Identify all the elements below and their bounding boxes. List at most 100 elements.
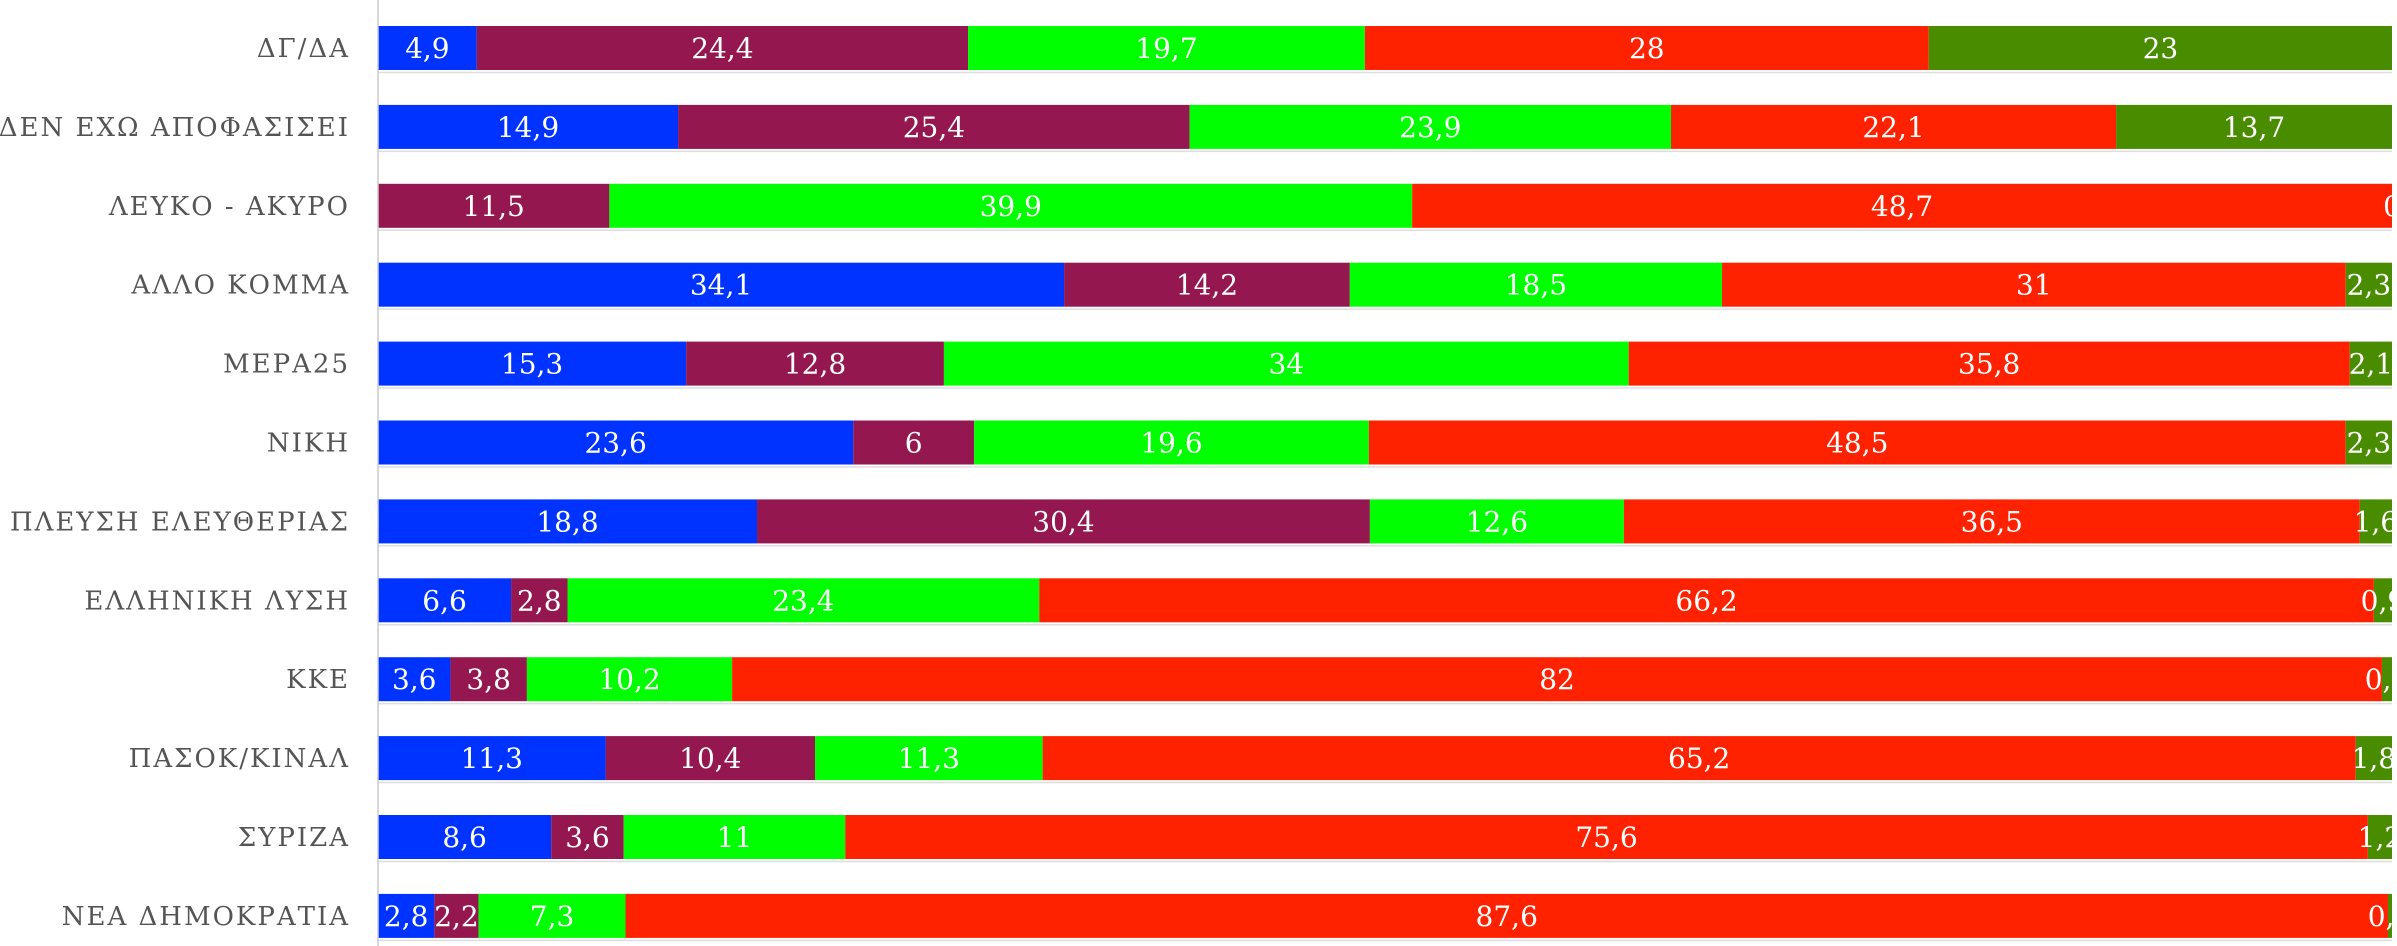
bar-segment [378, 499, 758, 544]
bar-segment [378, 578, 512, 623]
data-label: 1,6 [2354, 505, 2397, 538]
bar-segment [2373, 578, 2392, 623]
bar-segment [609, 183, 1413, 228]
data-label: 35,8 [1958, 348, 2020, 381]
bar-segment [678, 104, 1190, 149]
data-label: 11,5 [463, 190, 525, 223]
data-label: 3,6 [565, 821, 610, 854]
data-label: 0,9 [2361, 584, 2397, 617]
bar-segment [686, 341, 944, 386]
bar-segment [567, 578, 1040, 623]
bar-segment [378, 893, 435, 938]
data-label: 24,4 [691, 32, 753, 65]
bar-segment [2381, 657, 2392, 702]
bar-segment [845, 815, 2368, 859]
data-label: 36,5 [1961, 505, 2023, 538]
bar-segment [1670, 104, 2117, 149]
bar-segment [623, 815, 846, 859]
bar-segment [378, 420, 854, 465]
data-label: 34,1 [690, 269, 752, 302]
bar-segment [1722, 262, 2346, 307]
data-label: 2,2 [434, 900, 479, 933]
data-label: 6,6 [422, 584, 467, 617]
grid-lines [378, 71, 2392, 942]
data-label: 23,9 [1399, 111, 1461, 144]
category-label: ΔΕΝ ΕΧΩ ΑΠΟΦΑΣΙΣΕΙ [0, 113, 350, 143]
data-label: 75,6 [1575, 821, 1637, 854]
data-label: 18,5 [1505, 269, 1567, 302]
bar-segment [511, 578, 568, 623]
bar-segment [1189, 104, 1671, 149]
category-label: ΚΚΕ [286, 665, 350, 695]
data-label: 12,6 [1466, 505, 1528, 538]
bar-segment [378, 262, 1065, 307]
data-label: 4,9 [405, 32, 450, 65]
bar-segment [1368, 420, 2346, 465]
bar-segment [526, 657, 733, 702]
bar-segment [732, 657, 2382, 702]
data-label: 2,3 [2347, 269, 2392, 302]
bar-segment [1349, 262, 1723, 307]
data-label: 87,6 [1476, 900, 1538, 933]
data-label: 11 [717, 821, 753, 854]
bar-segment [2345, 420, 2392, 465]
data-label: 0 [2383, 190, 2397, 223]
data-label: 1,2 [2358, 821, 2397, 854]
data-label: 0,2 [2368, 900, 2397, 933]
data-label: 12,8 [784, 348, 846, 381]
bars: 4,9 24,4 19,7 28 23 14,9 25,4 23,9 22,1 13,7 0 11,5… [369, 26, 2397, 938]
bar-segment [1412, 183, 2392, 228]
data-label: 15,3 [501, 348, 563, 381]
data-label: 39,9 [980, 190, 1042, 223]
data-label: 34 [1268, 348, 1304, 381]
data-label: 2,8 [517, 584, 562, 617]
bar-segment [1042, 736, 2356, 781]
category-label: ΣΥΡΙΖΑ [238, 823, 350, 853]
bar-segment [476, 26, 969, 70]
bar-segment [625, 893, 2388, 938]
bar-segment [1064, 262, 1350, 307]
bar-segment [478, 893, 626, 938]
data-label: 3,8 [466, 663, 511, 696]
category-label: ΛΕΥΚΟ - ΑΚΥΡΟ [108, 192, 350, 222]
bar-segment [378, 104, 679, 149]
bar-segment [2116, 104, 2392, 149]
bar-segment [1364, 26, 1929, 70]
category-label: ΠΑΣΟΚ/ΚΙΝΑΛ [129, 744, 350, 774]
data-label: 14,2 [1176, 269, 1238, 302]
data-label: 18,8 [536, 505, 598, 538]
bar-segment [853, 420, 975, 465]
bar-segment [943, 341, 1629, 386]
bar-segment [2349, 341, 2392, 386]
data-label: 10,4 [679, 742, 741, 775]
bar-segment [605, 736, 816, 781]
data-label: 14,9 [497, 111, 559, 144]
data-label: 6 [905, 427, 923, 460]
category-label: ΔΓ/ΔΑ [257, 34, 350, 64]
bar-segment [1628, 341, 2350, 386]
data-label: 2,1 [2349, 348, 2394, 381]
bar-segment [2387, 893, 2392, 938]
bar-segment [2345, 262, 2392, 307]
category-label: ΝΙΚΗ [267, 429, 350, 459]
category-label: ΕΛΛΗΝΙΚΗ ΛΥΣΗ [84, 586, 350, 616]
bar-segment [378, 183, 610, 228]
data-label: 19,7 [1135, 32, 1197, 65]
data-label: 23,4 [772, 584, 834, 617]
bar-segment [2355, 736, 2392, 781]
data-label: 0,5 [2365, 663, 2397, 696]
data-label: 48,5 [1826, 427, 1888, 460]
data-label: 23,6 [584, 427, 646, 460]
data-label: 30,4 [1032, 505, 1094, 538]
bar-segment [378, 341, 687, 386]
data-label: 13,7 [2223, 111, 2285, 144]
bar-segment [378, 26, 477, 70]
category-label: ΑΛΛΟ ΚΟΜΜΑ [130, 271, 350, 301]
data-label: 2,8 [384, 900, 429, 933]
bar-segment [2359, 499, 2392, 544]
data-label: 2,3 [2347, 427, 2392, 460]
data-label: 25,4 [903, 111, 965, 144]
data-label: 11,3 [461, 742, 523, 775]
bar-segment [757, 499, 1370, 544]
